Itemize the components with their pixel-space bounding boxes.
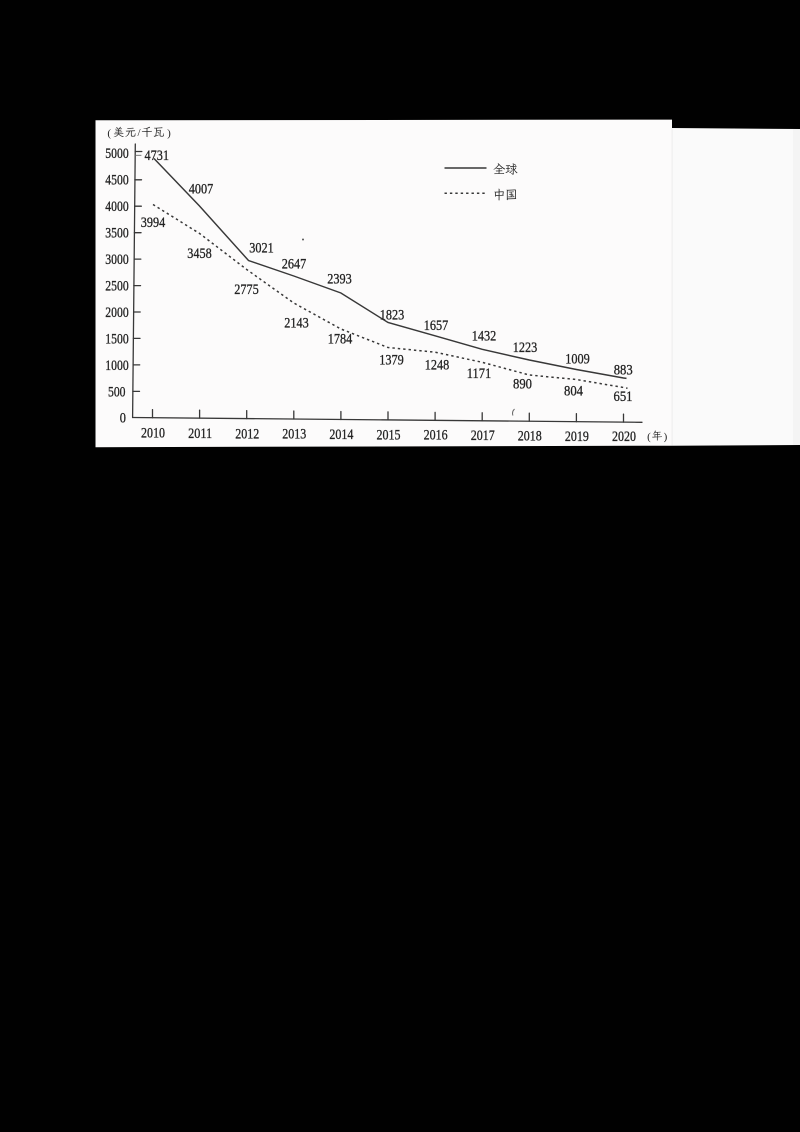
svg-text:2016: 2016 [424,428,448,444]
svg-text:(: ( [647,431,651,443]
svg-text:3021: 3021 [249,240,274,256]
svg-text:2012: 2012 [235,426,259,442]
svg-text:4731: 4731 [145,148,170,164]
svg-text:3994: 3994 [141,215,166,231]
svg-text:1823: 1823 [380,307,405,323]
svg-text:2015: 2015 [377,427,401,443]
svg-text:2000: 2000 [105,305,128,321]
svg-text:5000: 5000 [105,146,128,162]
svg-text:890: 890 [513,376,532,392]
svg-text:0: 0 [120,411,126,427]
svg-text:1223: 1223 [513,340,538,356]
svg-text:(: ( [107,128,111,140]
svg-text:2647: 2647 [282,256,307,272]
svg-text:2014: 2014 [329,427,353,443]
svg-text:2018: 2018 [518,428,542,444]
svg-text:651: 651 [614,389,633,405]
svg-text:2143: 2143 [284,315,309,331]
svg-text:2020: 2020 [612,429,636,445]
svg-text:804: 804 [564,383,583,399]
svg-text:/: / [137,127,141,139]
svg-text:3458: 3458 [187,246,212,262]
svg-text:2393: 2393 [327,271,352,287]
svg-text:1784: 1784 [328,331,353,347]
svg-text:4000: 4000 [105,199,128,215]
svg-text:1009: 1009 [565,351,590,367]
svg-text:4007: 4007 [189,181,214,197]
svg-text:883: 883 [614,362,633,378]
svg-text:1171: 1171 [467,366,492,382]
svg-text:1432: 1432 [472,328,497,344]
svg-text:1000: 1000 [105,358,128,374]
svg-text:2010: 2010 [141,426,165,442]
svg-text:1379: 1379 [379,352,404,368]
svg-text:2017: 2017 [471,428,495,444]
svg-text:1657: 1657 [424,318,449,334]
svg-text:1500: 1500 [105,331,128,347]
svg-text:): ) [167,128,171,140]
svg-text:4500: 4500 [105,173,128,189]
svg-text:2019: 2019 [565,429,589,445]
svg-text:1248: 1248 [425,357,450,373]
svg-text:2775: 2775 [234,282,259,298]
svg-text:3500: 3500 [105,226,128,242]
svg-text:3000: 3000 [105,252,128,268]
svg-text:2013: 2013 [282,427,306,443]
svg-text:2500: 2500 [105,278,128,294]
svg-text:500: 500 [108,384,126,400]
svg-text:): ) [664,431,668,443]
svg-text:2011: 2011 [188,426,212,442]
